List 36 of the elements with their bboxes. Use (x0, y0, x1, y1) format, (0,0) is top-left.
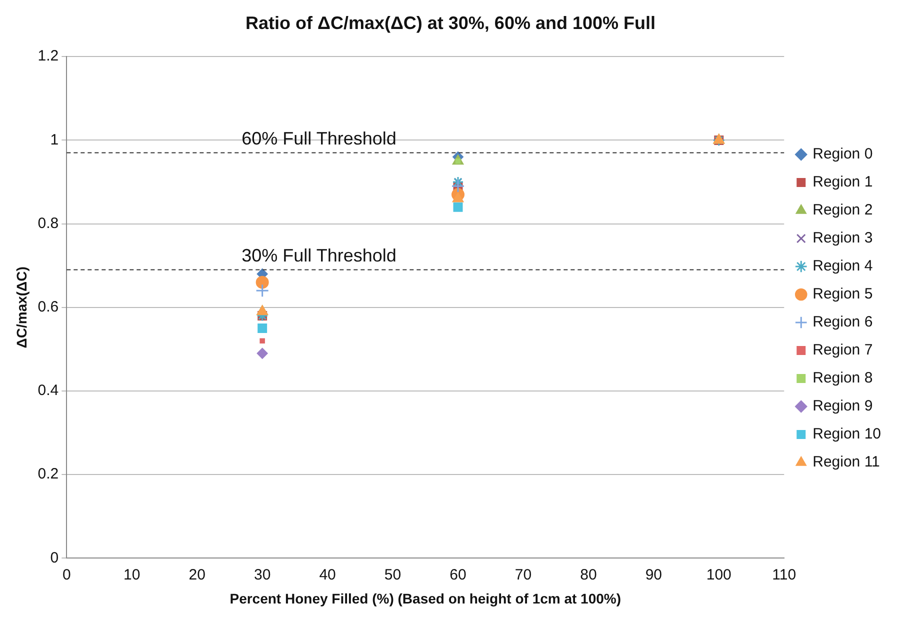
x-tick-label: 30 (254, 566, 271, 584)
y-tick-label: 0 (50, 549, 59, 566)
y-tick-label: 1.2 (38, 48, 59, 65)
legend-label: Region 7 (812, 342, 873, 359)
x-tick-label: 90 (645, 566, 662, 584)
legend-label: Region 9 (812, 398, 873, 415)
ref-line-label: 30% Full Threshold (242, 246, 396, 266)
legend-label: Region 10 (812, 426, 882, 443)
x-tick-label: 80 (580, 566, 597, 584)
y-tick-label: 0.6 (38, 298, 59, 316)
x-tick-label: 70 (514, 566, 532, 584)
legend-label: Region 2 (812, 202, 873, 219)
y-tick-label: 0.2 (38, 466, 59, 483)
legend-label: Region 6 (812, 314, 873, 331)
legend-label: Region 5 (812, 286, 873, 303)
ref-line-label: 60% Full Threshold (242, 128, 396, 149)
x-axis-title: Percent Honey Filled (%) (Based on height of 1cm at 100%) (230, 590, 622, 606)
x-tick-label: 100 (706, 566, 732, 584)
y-tick-label: 0.8 (38, 214, 59, 232)
x-tick-label: 50 (384, 566, 402, 584)
x-tick-label: 20 (188, 566, 206, 584)
x-tick-label: 10 (124, 566, 140, 584)
y-tick-label: 1 (50, 131, 59, 148)
legend-label: Region 0 (812, 146, 873, 163)
legend-label: Region 8 (812, 370, 873, 387)
legend-label: Region 3 (812, 230, 873, 247)
y-tick-label: 0.4 (38, 382, 59, 400)
legend-label: Region 4 (812, 258, 873, 275)
chart-title: Ratio of ΔC/max(ΔC) at 30%, 60% and 100% Full (246, 12, 656, 33)
legend-label: Region 11 (812, 454, 880, 471)
y-axis-title: ΔC/max(ΔC) (13, 266, 30, 348)
legend-label: Region 1 (812, 174, 873, 191)
x-tick-label: 40 (319, 566, 336, 584)
x-tick-label: 60 (450, 566, 466, 584)
x-tick-label: 0 (62, 566, 71, 584)
x-tick-label: 110 (772, 566, 796, 584)
